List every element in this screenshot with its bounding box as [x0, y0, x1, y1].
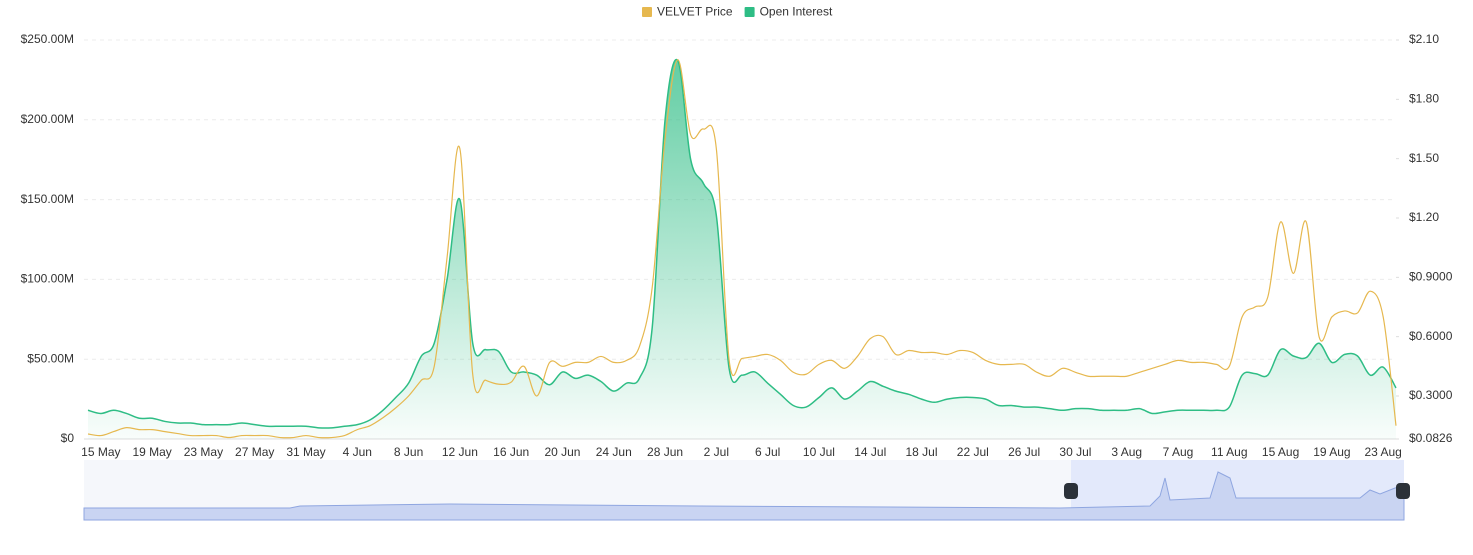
- x-tick-label: 15 Aug: [1262, 445, 1299, 459]
- x-tick-label: 14 Jul: [854, 445, 886, 459]
- legend-swatch: [642, 7, 652, 17]
- x-tick-label: 24 Jun: [596, 445, 632, 459]
- x-tick-label: 7 Aug: [1163, 445, 1194, 459]
- x-tick-label: 4 Jun: [343, 445, 372, 459]
- y-tick-label: $0: [61, 431, 75, 445]
- legend-swatch: [744, 7, 755, 17]
- y-tick-label: $100.00M: [21, 272, 74, 286]
- navigator-handle[interactable]: [1396, 483, 1410, 499]
- navigator[interactable]: [83, 460, 1410, 521]
- y2-tick-label: $1.80: [1409, 92, 1439, 106]
- x-tick-label: 23 May: [184, 445, 223, 459]
- line: [87, 58, 1397, 429]
- x-tick-label: 6 Jul: [755, 445, 780, 459]
- area: [88, 59, 1396, 440]
- y-tick-label: $200.00M: [21, 112, 74, 126]
- y-tick-label: $250.00M: [21, 32, 74, 46]
- y2-tick-label: $0.0826: [1409, 431, 1453, 445]
- y-tick-label: $150.00M: [21, 192, 74, 206]
- x-tick-label: 16 Jun: [493, 445, 529, 459]
- x-tick-label: 19 May: [132, 445, 171, 459]
- y2-tick-label: $2.10: [1409, 32, 1439, 46]
- x-tick-label: 30 Jul: [1059, 445, 1091, 459]
- x-tick-label: 15 May: [81, 445, 120, 459]
- x-tick-label: 19 Aug: [1313, 445, 1350, 459]
- legend-label: Open Interest: [760, 5, 833, 19]
- x-tick-label: 12 Jun: [442, 445, 478, 459]
- x-tick-label: 3 Aug: [1111, 445, 1142, 459]
- x-tick-label: 22 Jul: [957, 445, 989, 459]
- x-tick-label: 2 Jul: [704, 445, 729, 459]
- x-tick-label: 18 Jul: [906, 445, 938, 459]
- x-tick-label: 27 May: [235, 445, 274, 459]
- navigator-handle[interactable]: [1064, 483, 1078, 499]
- x-tick-label: 26 Jul: [1008, 445, 1040, 459]
- y2-tick-label: $0.3000: [1409, 388, 1453, 402]
- x-tick-label: 31 May: [286, 445, 325, 459]
- legend: VELVET Price Open Interest: [642, 5, 833, 19]
- y2-tick-label: $0.6000: [1409, 329, 1453, 343]
- legend-label: VELVET Price: [657, 5, 733, 19]
- x-tick-label: 11 Aug: [1211, 445, 1247, 459]
- x-tick-label: 8 Jun: [394, 445, 423, 459]
- x-tick-label: 28 Jun: [647, 445, 683, 459]
- line: [87, 59, 1397, 439]
- x-tick-label: 20 Jun: [544, 445, 580, 459]
- y2-tick-label: $1.20: [1409, 210, 1439, 224]
- y2-tick-label: $1.50: [1409, 151, 1439, 165]
- x-tick-label: 10 Jul: [803, 445, 835, 459]
- y2-tick-label: $0.9000: [1409, 270, 1453, 284]
- y-tick-label: $50.00M: [27, 351, 74, 365]
- x-tick-label: 23 Aug: [1364, 445, 1401, 459]
